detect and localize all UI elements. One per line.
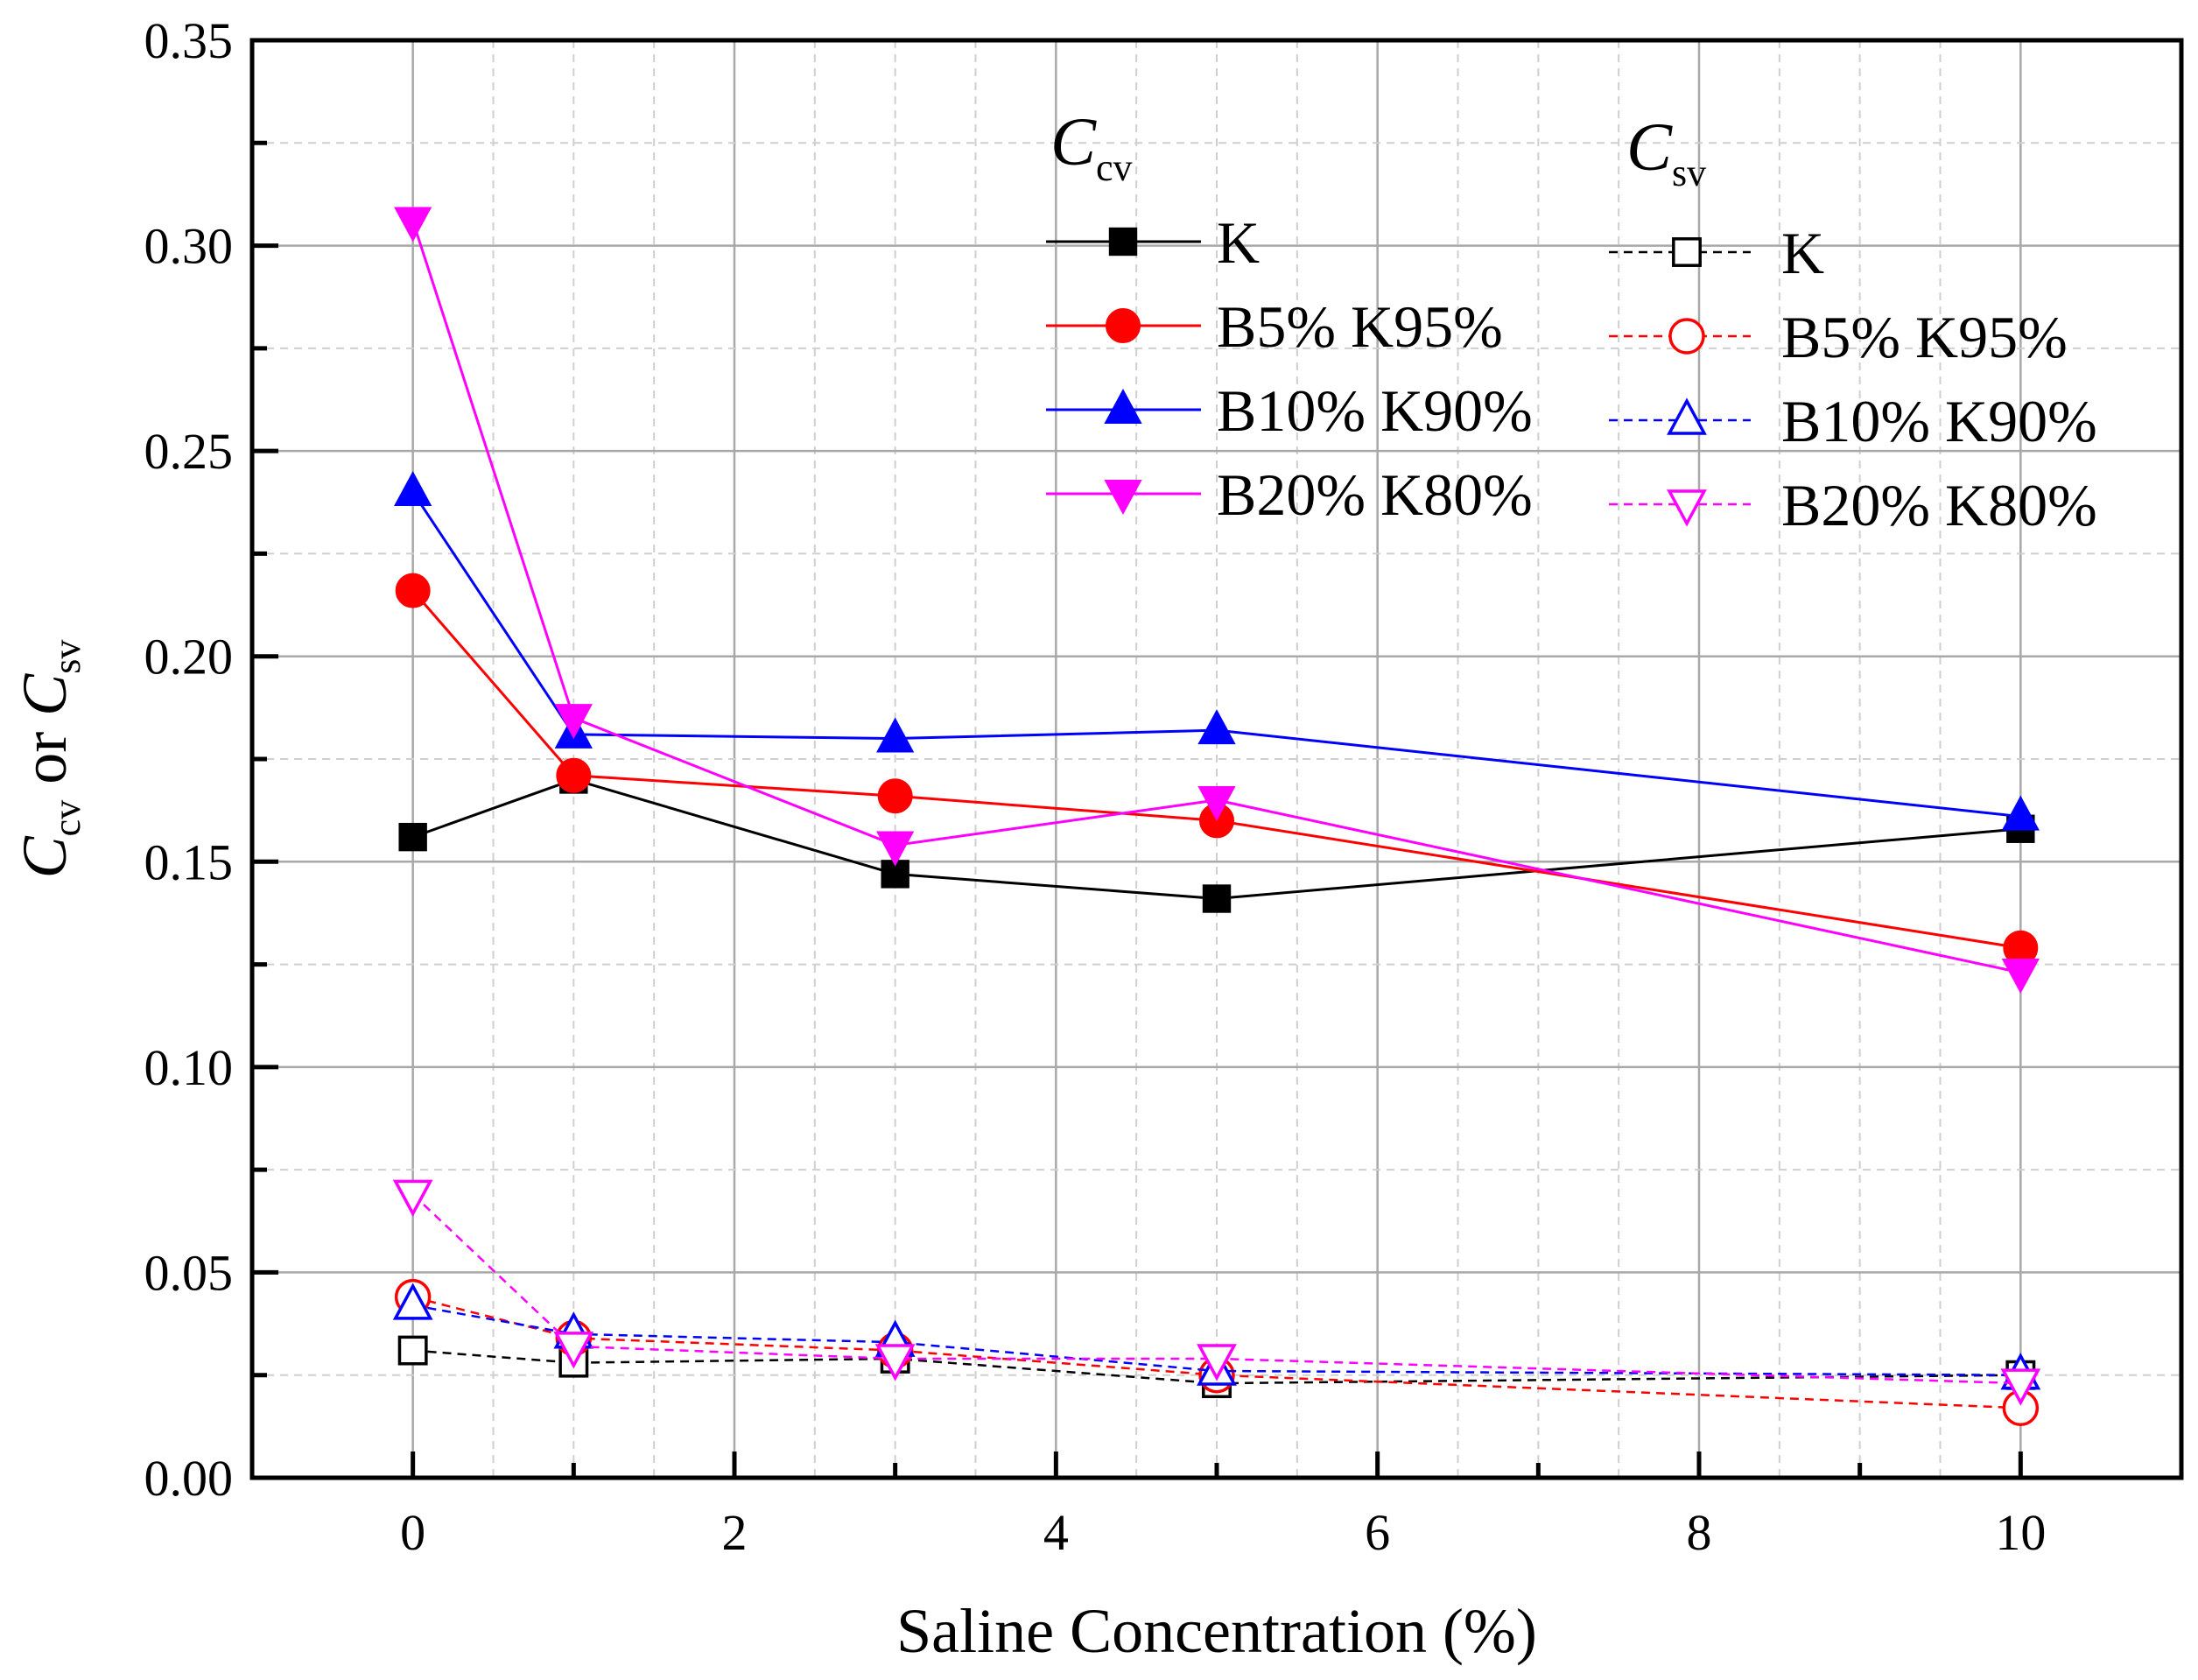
- legend-marker: [1668, 318, 1705, 355]
- series-ccv-b10pct-k90pct: [394, 471, 2040, 831]
- legend-marker: [1672, 237, 1702, 267]
- x-tick-label: 4: [1043, 1504, 1069, 1561]
- x-axis-title: Saline Concentration (%): [896, 1596, 1537, 1666]
- legend-label: B20% K80%: [1781, 472, 2097, 538]
- legend-item-csv-k: K: [1609, 220, 1824, 286]
- legend-item-ccv-k: K: [1046, 209, 1260, 276]
- y-tick-label: 0.15: [144, 833, 234, 890]
- legend-label: B10% K90%: [1217, 377, 1533, 444]
- legend-item-ccv-b10pct-k90pct: B10% K90%: [1046, 377, 1533, 444]
- legend-marker: [1104, 388, 1142, 424]
- legend-label: K: [1781, 220, 1824, 286]
- x-tick-label: 2: [722, 1504, 748, 1561]
- y-tick-label: 0.05: [144, 1244, 234, 1301]
- data-point: [2000, 1368, 2041, 1406]
- data-point: [1197, 1344, 1237, 1381]
- x-tick-label: 10: [1995, 1504, 2046, 1561]
- series-ccv-b20pct-k80pct: [394, 207, 2040, 995]
- legend-label: B5% K95%: [1781, 304, 2068, 370]
- data-point: [398, 822, 427, 852]
- data-point: [394, 207, 432, 243]
- x-tick-label: 6: [1365, 1504, 1390, 1561]
- legend-marker: [1106, 308, 1141, 343]
- data-point: [876, 831, 915, 867]
- legend-csv-heading: Csv: [1626, 109, 1706, 194]
- legend: Ccv Csv K B5% K95% B10% K90% B20% K80% K B5% …: [1046, 103, 2097, 538]
- series-line: [412, 1304, 2021, 1376]
- legend-item-ccv-b20pct-k80pct: B20% K80%: [1046, 461, 1533, 528]
- grid: [252, 39, 2181, 1478]
- legend-item-csv-b20pct-k80pct: B20% K80%: [1609, 472, 2097, 538]
- data-point: [397, 1335, 428, 1366]
- y-tick-label: 0.25: [144, 423, 234, 480]
- data-point: [874, 1344, 916, 1381]
- legend-label: B5% K95%: [1217, 293, 1503, 360]
- y-tick-label: 0.20: [144, 629, 234, 685]
- axis-ticks: 0 2 4 6 8 10 0.00 0.05 0.10 0.15 0.20 0.25 0.30 0.35: [144, 12, 2184, 1561]
- data-point: [554, 704, 593, 740]
- data-point: [1202, 884, 1232, 913]
- data-point: [553, 1332, 594, 1369]
- legend-item-ccv-b5pct-k95pct: B5% K95%: [1046, 293, 1503, 360]
- x-tick-label: 8: [1687, 1504, 1712, 1561]
- data-point: [394, 471, 432, 507]
- legend-item-csv-b10pct-k90pct: B10% K90%: [1609, 388, 2097, 454]
- y-tick-label: 0.00: [144, 1450, 234, 1507]
- series-line: [411, 491, 2021, 819]
- data-point: [556, 757, 592, 793]
- legend-marker: [1104, 480, 1142, 516]
- legend-label: B20% K80%: [1217, 461, 1533, 528]
- y-tick-label: 0.30: [144, 218, 234, 275]
- legend-marker: [1108, 227, 1138, 257]
- x-tick-label: 0: [400, 1504, 425, 1561]
- data-point: [1197, 785, 1236, 821]
- legend-marker: [1667, 397, 1707, 435]
- series-csv-b20pct-k80pct: [392, 1179, 2041, 1406]
- legend-label: B10% K90%: [1781, 388, 2097, 454]
- series: [392, 207, 2041, 1426]
- data-point: [1197, 709, 1236, 745]
- legend-item-csv-b5pct-k95pct: B5% K95%: [1609, 304, 2068, 370]
- legend-label: K: [1217, 209, 1260, 276]
- data-point: [392, 1179, 433, 1217]
- data-point: [392, 1283, 433, 1320]
- y-tick-label: 0.10: [144, 1039, 234, 1096]
- data-point: [2001, 795, 2040, 831]
- data-point: [2001, 958, 2040, 995]
- legend-ccv-heading: Ccv: [1050, 103, 1133, 189]
- y-tick-label: 0.35: [144, 12, 234, 69]
- data-point: [395, 573, 431, 608]
- legend-marker: [1667, 489, 1707, 527]
- data-point: [876, 717, 915, 753]
- data-point: [877, 778, 913, 814]
- y-axis-title: Ccv or Csv: [10, 640, 88, 879]
